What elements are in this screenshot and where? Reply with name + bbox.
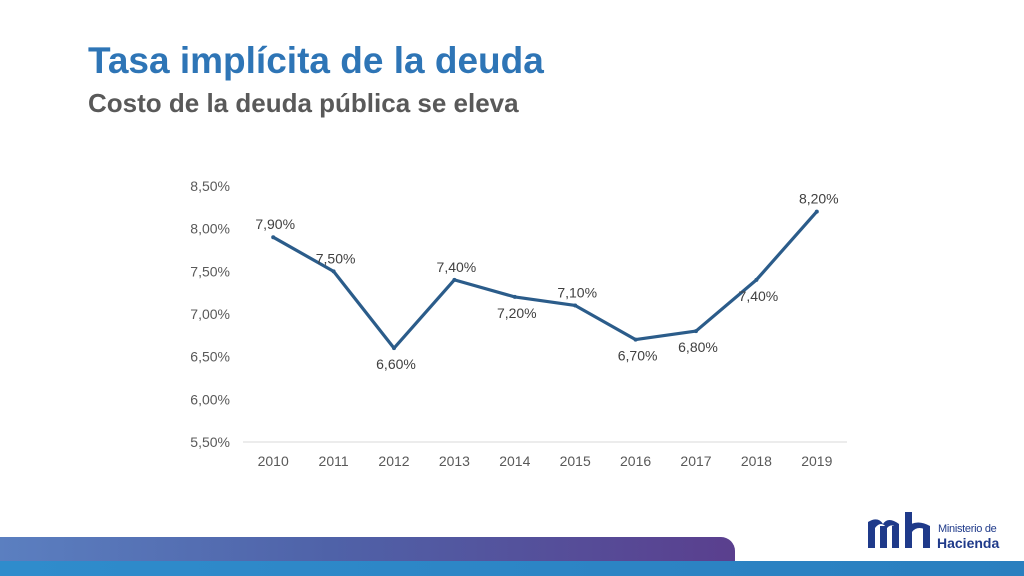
ministerio-hacienda-logo: Ministerio de Hacienda [866,512,1000,552]
y-tick-label: 7,50% [190,263,230,279]
data-label: 6,80% [678,339,718,355]
x-tick-label: 2015 [560,453,591,469]
data-point [271,235,276,240]
x-tick-label: 2011 [319,453,349,469]
data-label: 7,40% [739,288,779,304]
logo-text-hacienda: Hacienda [937,535,1000,551]
x-tick-label: 2014 [499,453,530,469]
x-tick-label: 2010 [258,453,289,469]
data-point [633,337,638,342]
data-point [392,346,396,351]
slide-subtitle: Costo de la deuda pública se eleva [88,88,519,118]
data-point [754,277,759,282]
footer-band-top [0,537,735,561]
line-chart: 5,50% 6,00% 6,50% 7,00% 7,50% 8,00% 8,50% 2010 2… [190,178,847,469]
data-label: 7,10% [557,284,597,300]
footer-band-bottom [0,561,1024,576]
data-label: 7,50% [316,250,356,266]
series-line [271,210,819,350]
data-label: 6,70% [618,348,658,364]
data-point [814,209,819,214]
data-point [512,294,517,299]
data-point [573,303,578,308]
x-tick-label: 2018 [741,453,772,469]
logo-text-ministerio: Ministerio de [938,523,997,535]
x-tick-label: 2019 [801,453,832,469]
y-tick-label: 8,00% [190,221,230,237]
mh-logo-icon [868,512,930,548]
data-point [452,277,457,282]
x-tick-label: 2016 [620,453,651,469]
data-label: 7,20% [497,305,537,321]
y-tick-label: 8,50% [190,178,230,194]
x-tick-label: 2012 [378,453,409,469]
data-label: 8,20% [799,191,839,207]
slide-title: Tasa implícita de la deuda [88,40,544,81]
data-label: 7,40% [437,259,477,275]
data-label: 7,90% [255,216,295,232]
y-tick-label: 6,00% [190,391,230,407]
y-tick-label: 5,50% [190,434,230,450]
data-point [331,269,336,274]
y-tick-label: 6,50% [190,349,230,365]
data-point [694,329,698,334]
y-tick-label: 7,00% [190,306,230,322]
x-tick-label: 2017 [680,453,711,469]
x-tick-label: 2013 [439,453,470,469]
data-label: 6,60% [376,356,416,372]
